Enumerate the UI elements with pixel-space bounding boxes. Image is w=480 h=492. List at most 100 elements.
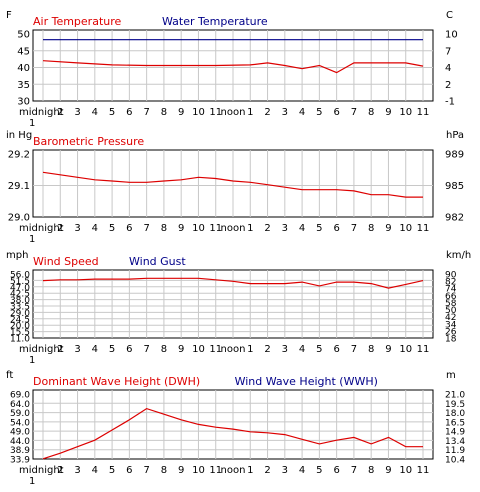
x-tick-label: 9 [178, 223, 184, 234]
x-tick-label: 4 [92, 344, 98, 355]
x-tick-label: 1 [29, 234, 35, 245]
legend-entry: Dominant Wave Height (DWH) [33, 375, 200, 388]
left-axis-unit: ft [6, 370, 13, 381]
x-tick-label: 8 [368, 223, 374, 234]
y-tick-label-right: 90 [445, 271, 457, 281]
x-tick-label: 10 [399, 223, 412, 234]
y-tick-label-right: 16.5 [445, 418, 465, 428]
x-tick-label: 1 [247, 344, 253, 355]
y-tick-label-left: 42.5 [10, 290, 30, 300]
y-tick-label-left: 20.0 [10, 322, 30, 332]
y-tick-label-left: 51.5 [10, 277, 30, 287]
y-tick-label-left: 40 [17, 63, 30, 74]
x-tick-label: 10 [192, 223, 205, 234]
x-tick-label: midnight [19, 107, 64, 118]
x-tick-label: 2 [57, 344, 63, 355]
x-tick-label: 11 [417, 465, 430, 476]
y-tick-label-right: 74 [445, 285, 457, 295]
y-tick-label-right: 985 [445, 181, 464, 192]
x-tick-label: 9 [178, 465, 184, 476]
x-tick-label: 5 [316, 223, 322, 234]
x-tick-label: 11 [209, 465, 222, 476]
y-tick-label-right: 34 [445, 320, 457, 330]
x-tick-label: 5 [316, 107, 322, 118]
series-line [42, 171, 423, 198]
x-tick-label: 1 [29, 118, 35, 129]
y-tick-label-right: 989 [445, 150, 464, 161]
y-tick-label-right: 982 [445, 213, 464, 224]
y-tick-label-left: 49.0 [10, 428, 30, 438]
x-tick-label: 2 [264, 344, 270, 355]
x-tick-label: 7 [143, 107, 149, 118]
y-tick-label-right: 13.4 [445, 437, 465, 447]
x-tick-label: 5 [109, 465, 115, 476]
x-tick-label: 10 [192, 344, 205, 355]
legend-entry: Barometric Pressure [33, 135, 144, 148]
x-tick-label: 5 [109, 223, 115, 234]
x-tick-label: 3 [74, 223, 80, 234]
x-tick-label: 2 [57, 465, 63, 476]
x-tick-label: 5 [316, 465, 322, 476]
x-tick-label: 4 [299, 107, 305, 118]
x-tick-label: 6 [333, 107, 339, 118]
x-tick-label: 7 [351, 344, 357, 355]
y-tick-label-left: 33.5 [10, 303, 30, 313]
legend-entry: Air Temperature [33, 15, 122, 28]
legend-entry: Wind Speed [33, 255, 99, 268]
y-tick-label-left: 38.0 [10, 296, 30, 306]
series-line [42, 60, 424, 74]
x-tick-label: 11 [417, 344, 430, 355]
x-tick-label: 11 [209, 223, 222, 234]
x-tick-label: 5 [109, 107, 115, 118]
y-tick-label-right: -1 [445, 97, 455, 108]
x-tick-label: 8 [368, 107, 374, 118]
y-tick-label-right: 10 [445, 30, 458, 41]
left-axis-unit: F [6, 10, 12, 21]
x-tick-label: 11 [417, 107, 430, 118]
x-tick-label: 3 [74, 465, 80, 476]
y-tick-label-left: 29.0 [10, 309, 30, 319]
chart-panel-3: 56.051.547.042.538.033.529.024.520.015.5… [6, 250, 471, 366]
y-tick-label-right: 10.4 [445, 456, 465, 466]
y-tick-label-right: 18.0 [445, 409, 465, 419]
y-tick-label-left: 38.9 [10, 446, 30, 456]
x-tick-label: 2 [264, 223, 270, 234]
x-tick-label: noon [221, 344, 246, 355]
x-tick-label: 4 [92, 107, 98, 118]
x-tick-label: 8 [161, 344, 167, 355]
x-tick-label: 3 [74, 344, 80, 355]
x-tick-label: 9 [178, 344, 184, 355]
x-tick-label: 7 [143, 344, 149, 355]
y-tick-label-left: 33.9 [10, 456, 30, 466]
legend-entry: Wind Gust [129, 255, 186, 268]
y-tick-label-right: 58 [445, 299, 457, 309]
x-tick-label: 2 [57, 107, 63, 118]
y-tick-label-right: 66 [445, 292, 457, 302]
y-tick-label-right: 11.9 [445, 446, 465, 456]
y-tick-label-left: 29.1 [8, 181, 30, 192]
x-tick-label: 7 [143, 223, 149, 234]
x-tick-label: 10 [399, 344, 412, 355]
x-tick-label: 3 [282, 107, 288, 118]
x-tick-label: 9 [385, 107, 391, 118]
x-tick-label: 1 [29, 355, 35, 366]
y-tick-label-right: 26 [445, 327, 457, 337]
y-tick-label-left: 50 [17, 30, 30, 41]
x-tick-label: 9 [385, 465, 391, 476]
x-tick-label: 3 [282, 223, 288, 234]
y-tick-label-left: 29.0 [8, 213, 30, 224]
left-axis-unit: in Hg [6, 130, 32, 141]
y-tick-label-left: 15.5 [10, 328, 30, 338]
y-tick-label-left: 64.0 [10, 400, 30, 410]
series-line [42, 407, 423, 460]
right-axis-unit: km/h [446, 250, 471, 261]
x-tick-label: noon [221, 465, 246, 476]
x-tick-label: 1 [247, 223, 253, 234]
x-tick-label: 1 [29, 476, 35, 487]
x-tick-label: 11 [209, 107, 222, 118]
x-tick-label: 11 [209, 344, 222, 355]
y-tick-label-left: 59.0 [10, 409, 30, 419]
